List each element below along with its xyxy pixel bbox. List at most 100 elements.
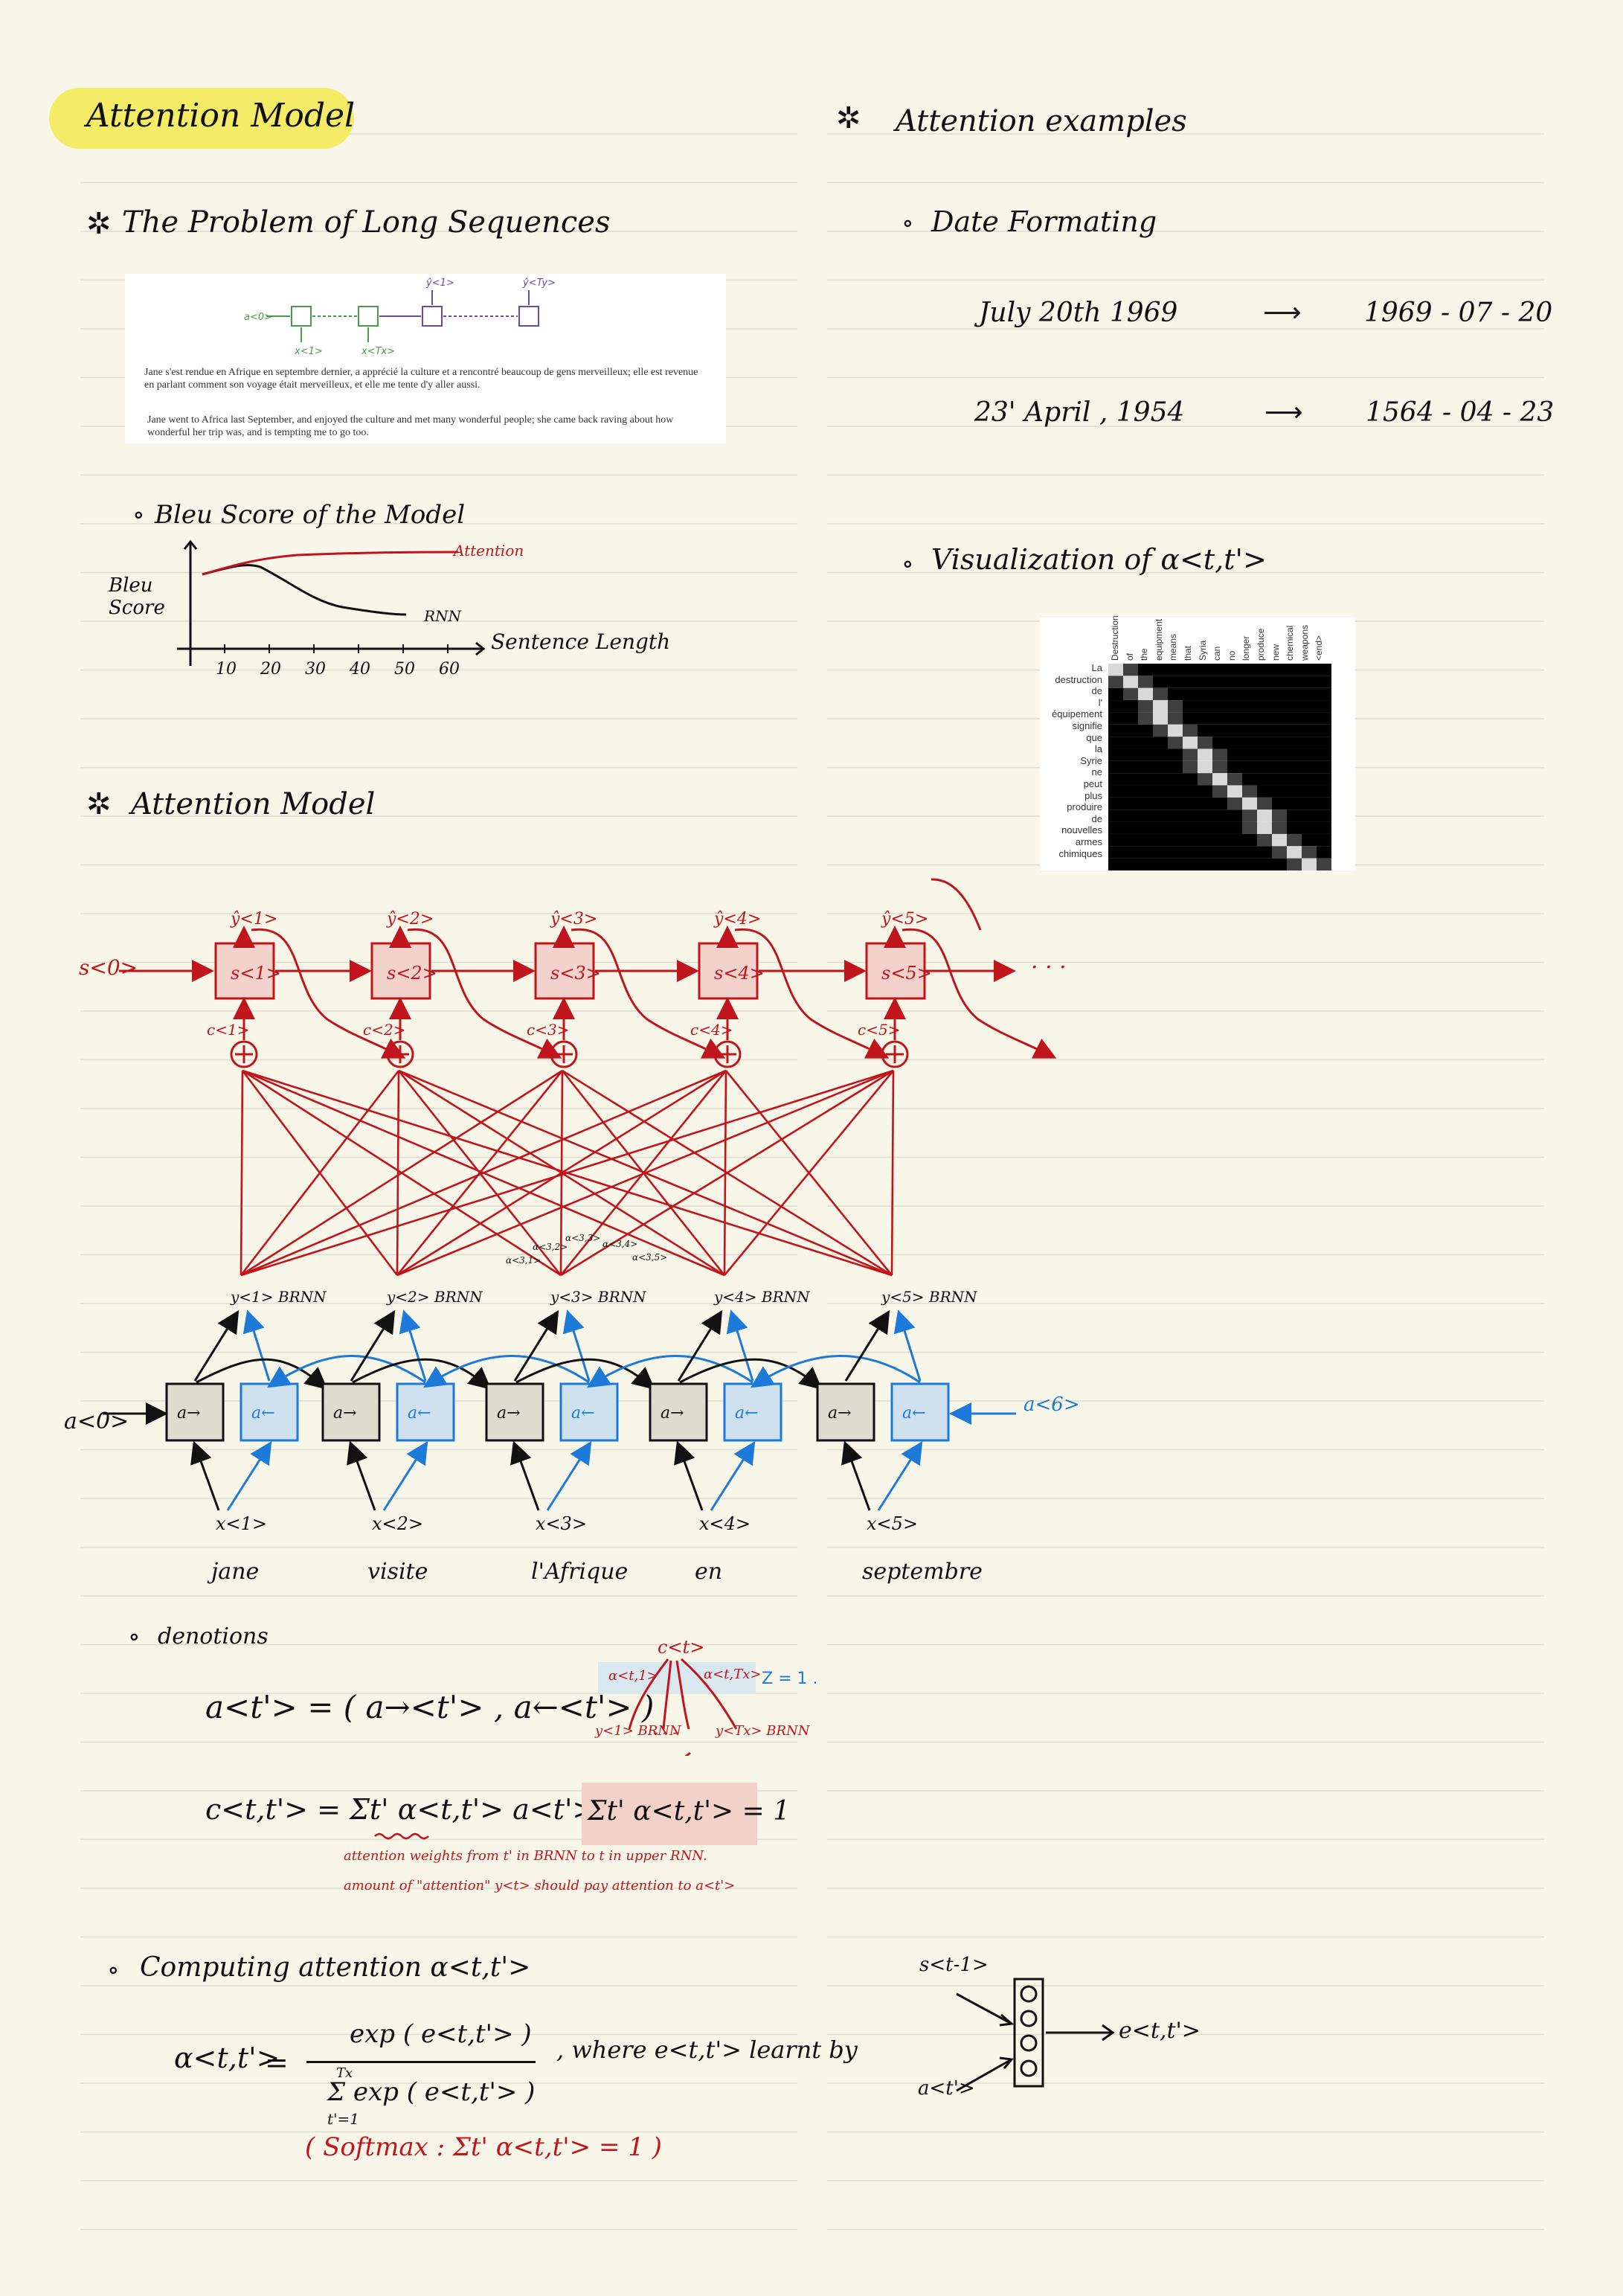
heatmap-cell bbox=[1198, 833, 1212, 847]
output-y-label: ŷ<2> bbox=[386, 910, 434, 929]
where-e-learnt: , where e<t,t'> learnt by bbox=[556, 2036, 858, 2064]
heatmap-cell bbox=[1227, 821, 1242, 834]
heatmap-row-label: destruction bbox=[1055, 673, 1102, 685]
heatmap-cell bbox=[1272, 724, 1287, 737]
heatmap-row-label: l' bbox=[1098, 696, 1102, 708]
input-word: l'Afrique bbox=[531, 1559, 628, 1585]
heatmap-cell bbox=[1198, 773, 1212, 786]
continuation-dots: · · · bbox=[1031, 955, 1067, 981]
heatmap-cell bbox=[1287, 797, 1302, 810]
heatmap-cell bbox=[1257, 833, 1272, 847]
attention-weight-line bbox=[396, 1070, 400, 1276]
heatmap-cell bbox=[1227, 833, 1242, 847]
heatmap-cell bbox=[1153, 687, 1168, 701]
tree-z-label: Z = 1 . bbox=[762, 1670, 818, 1688]
heatmap-cell bbox=[1317, 833, 1331, 847]
heatmap-cell bbox=[1287, 724, 1302, 737]
backward-activation-label: a← bbox=[571, 1404, 595, 1423]
heatmap-cell bbox=[1153, 676, 1168, 688]
forward-activation-label: a→ bbox=[828, 1404, 852, 1423]
rnn-yty-label: ŷ<Ty> bbox=[522, 278, 556, 289]
heatmap-cell bbox=[1183, 760, 1198, 774]
input-x-label: x<1> bbox=[216, 1513, 267, 1534]
attention-weight-line bbox=[396, 1070, 564, 1276]
heatmap-cell bbox=[1138, 737, 1153, 749]
bleu-chart: 10 20 30 40 50 60 bbox=[177, 539, 486, 679]
heatmap-cell bbox=[1123, 809, 1138, 822]
heatmap-cell bbox=[1257, 748, 1272, 761]
context-sum-node bbox=[713, 1040, 742, 1068]
attention-weight-line bbox=[240, 1070, 244, 1276]
heatmap-cell bbox=[1183, 809, 1198, 822]
heatmap-cell bbox=[1302, 748, 1317, 761]
heatmap-cell bbox=[1108, 809, 1123, 822]
decoder-state-label: s<1> bbox=[231, 963, 281, 984]
attention-curve-label: Attention bbox=[454, 542, 524, 559]
heatmap-cell bbox=[1287, 676, 1302, 688]
heatmap-cell bbox=[1287, 773, 1302, 786]
heatmap-cell bbox=[1138, 724, 1153, 737]
heatmap-cell bbox=[1198, 748, 1212, 761]
heatmap-cell bbox=[1123, 748, 1138, 761]
decoder-state-box bbox=[370, 942, 431, 1000]
heatmap-cell bbox=[1108, 676, 1123, 688]
forward-activation-box bbox=[321, 1382, 381, 1442]
heatmap-cell bbox=[1257, 664, 1272, 676]
heatmap-cell bbox=[1317, 700, 1331, 713]
heatmap-cell bbox=[1138, 785, 1153, 798]
heatmap-cell bbox=[1153, 833, 1168, 847]
forward-recurrence-arc bbox=[352, 1358, 492, 1390]
forward-recurrence-arc bbox=[679, 1358, 823, 1390]
backward-activation-box bbox=[890, 1382, 950, 1442]
heatmap-cell bbox=[1257, 724, 1272, 737]
heatmap-cell bbox=[1257, 797, 1272, 810]
heatmap-cell bbox=[1302, 858, 1317, 870]
brnn-output-label: y<4> BRNN bbox=[713, 1288, 811, 1306]
alpha-weight-label: α<3,3> bbox=[565, 1233, 600, 1243]
heatmap-cell bbox=[1242, 737, 1257, 749]
french-sentence: Jane s'est rendue en Afrique en septembr… bbox=[144, 367, 698, 391]
heatmap-cell bbox=[1227, 760, 1242, 774]
attention-weight-line bbox=[240, 1069, 727, 1277]
attention-weight-line bbox=[240, 1069, 563, 1277]
softmax-limit-bottom: t'=1 bbox=[327, 2110, 360, 2128]
context-label: c<4> bbox=[690, 1021, 733, 1039]
heatmap-cell bbox=[1257, 821, 1272, 834]
heatmap-cell bbox=[1138, 821, 1153, 834]
heatmap-row-label: équipement bbox=[1052, 708, 1102, 720]
tree-dash: - - - bbox=[653, 1723, 678, 1741]
section-title-attention-model: Attention Model bbox=[131, 787, 376, 821]
heatmap-row-label: plus bbox=[1084, 789, 1102, 801]
heatmap-cell bbox=[1123, 785, 1138, 798]
heatmap-cell bbox=[1123, 846, 1138, 859]
heatmap-cell bbox=[1153, 821, 1168, 834]
bleu-tick-label: 50 bbox=[394, 660, 415, 679]
heatmap-cell bbox=[1123, 664, 1138, 676]
heatmap-cell bbox=[1183, 724, 1198, 737]
heatmap-cell bbox=[1302, 664, 1317, 676]
backward-activation-label: a← bbox=[735, 1404, 759, 1423]
heatmap-cell bbox=[1242, 809, 1257, 822]
heatmap-cell bbox=[1153, 846, 1168, 859]
tree-c-label: c<t> bbox=[658, 1637, 705, 1658]
heatmap-cell bbox=[1183, 748, 1198, 761]
heatmap-col-label: chemical bbox=[1285, 625, 1296, 661]
heatmap-cell bbox=[1153, 748, 1168, 761]
heatmap-cell bbox=[1168, 712, 1183, 725]
heatmap-cell bbox=[1257, 846, 1272, 859]
alpha-weight-label: α<3,5> bbox=[632, 1252, 667, 1263]
heatmap-cell bbox=[1212, 737, 1227, 749]
context-label: c<2> bbox=[363, 1021, 405, 1039]
heatmap-cell bbox=[1227, 687, 1242, 701]
heatmap-cell bbox=[1138, 712, 1153, 725]
brnn-output-label: y<3> BRNN bbox=[550, 1288, 647, 1306]
tree-alphaTx: α<t,Tx> bbox=[704, 1667, 762, 1682]
context-label: c<1> bbox=[207, 1021, 249, 1039]
decoder-state-label: s<5> bbox=[881, 963, 932, 984]
bleu-bullet: ∘ bbox=[132, 500, 145, 530]
backward-activation-label: a← bbox=[408, 1404, 431, 1423]
heatmap-cell bbox=[1317, 809, 1331, 822]
heatmap-cell bbox=[1138, 700, 1153, 713]
heatmap-cell bbox=[1212, 785, 1227, 798]
heatmap-cell bbox=[1242, 821, 1257, 834]
